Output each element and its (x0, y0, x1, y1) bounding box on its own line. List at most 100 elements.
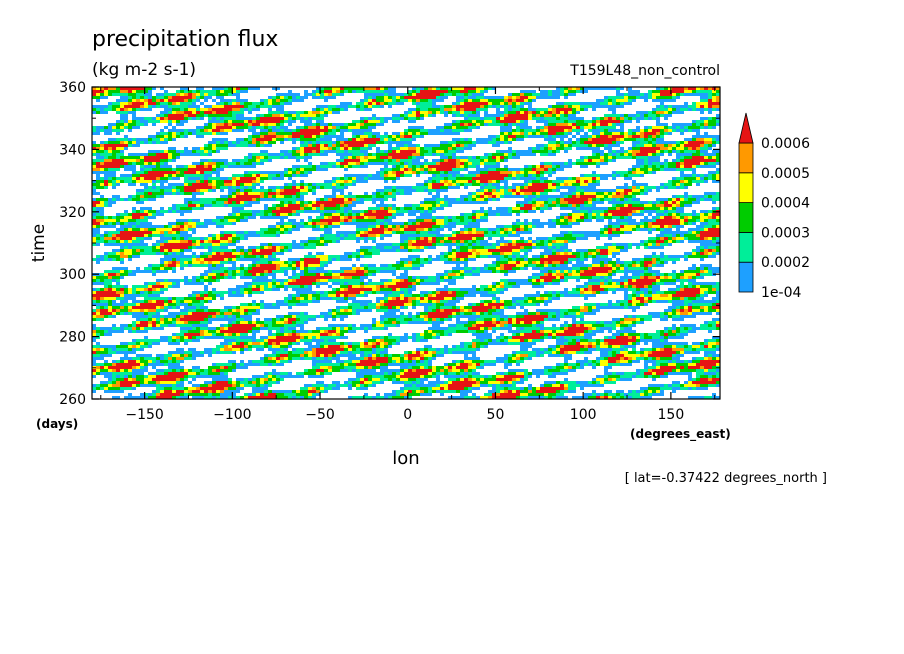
field-cell (648, 168, 652, 171)
field-cell (708, 144, 712, 147)
field-cell (324, 204, 328, 207)
field-cell (532, 132, 536, 135)
field-cell (588, 177, 592, 180)
field-cell (236, 186, 240, 189)
field-cell (152, 186, 156, 189)
field-cell (684, 144, 688, 147)
field-cell (388, 216, 392, 219)
field-cell (424, 147, 428, 150)
field-cell (612, 126, 616, 129)
field-cell (700, 165, 704, 168)
field-cell (364, 132, 368, 135)
field-cell (180, 117, 184, 120)
field-cell (568, 189, 572, 192)
field-cell (220, 168, 224, 171)
field-cell (260, 213, 264, 216)
field-cell (464, 102, 468, 105)
field-cell (388, 147, 392, 150)
field-cell (392, 189, 396, 192)
field-cell (584, 87, 588, 90)
field-cell (460, 165, 464, 168)
field-cell (480, 102, 484, 105)
field-cell (440, 108, 444, 111)
field-cell (180, 192, 184, 195)
field-cell (96, 162, 100, 165)
field-cell (136, 123, 140, 126)
field-cell (572, 144, 576, 147)
field-cell (652, 162, 656, 165)
field-cell (204, 174, 208, 177)
field-cell (476, 138, 480, 141)
field-cell (188, 90, 192, 93)
field-cell (712, 174, 716, 177)
field-cell (200, 117, 204, 120)
field-cell (444, 150, 448, 153)
field-cell (196, 165, 200, 168)
field-cell (188, 102, 192, 105)
field-cell (208, 174, 212, 177)
field-cell (188, 204, 192, 207)
field-cell (96, 132, 100, 135)
field-cell (668, 186, 672, 189)
field-cell (584, 123, 588, 126)
field-cell (392, 147, 396, 150)
field-cell (240, 195, 244, 198)
field-cell (264, 105, 268, 108)
field-cell (512, 123, 516, 126)
field-cell (148, 102, 152, 105)
field-cell (136, 216, 140, 219)
field-cell (492, 144, 496, 147)
field-cell (456, 198, 460, 201)
field-cell (128, 213, 132, 216)
field-cell (512, 150, 516, 153)
field-cell (160, 135, 164, 138)
field-cell (116, 129, 120, 132)
field-cell (576, 147, 580, 150)
field-cell (448, 144, 452, 147)
field-cell (264, 159, 268, 162)
field-cell (364, 177, 368, 180)
field-cell (152, 162, 156, 165)
field-cell (420, 135, 424, 138)
field-cell (132, 156, 136, 159)
field-cell (160, 117, 164, 120)
field-cell (148, 87, 152, 90)
field-cell (536, 201, 540, 204)
field-cell (596, 141, 600, 144)
field-cell (528, 183, 532, 186)
field-cell (700, 195, 704, 198)
field-cell (252, 192, 256, 195)
field-cell (552, 129, 556, 132)
field-cell (552, 153, 556, 156)
field-cell (220, 120, 224, 123)
field-cell (668, 165, 672, 168)
field-cell (388, 213, 392, 216)
field-cell (160, 159, 164, 162)
field-cell (584, 192, 588, 195)
field-cell (632, 138, 636, 141)
field-cell (464, 93, 468, 96)
field-cell (296, 189, 300, 192)
field-cell (296, 165, 300, 168)
field-cell (712, 180, 716, 183)
field-cell (584, 216, 588, 219)
field-cell (276, 153, 280, 156)
field-cell (236, 192, 240, 195)
field-cell (424, 93, 428, 96)
field-cell (608, 210, 612, 213)
field-cell (580, 198, 584, 201)
field-cell (280, 204, 284, 207)
field-cell (168, 159, 172, 162)
field-cell (408, 126, 412, 129)
field-cell (228, 111, 232, 114)
field-cell (424, 108, 428, 111)
field-cell (368, 105, 372, 108)
field-cell (156, 195, 160, 198)
field-cell (576, 183, 580, 186)
field-cell (216, 105, 220, 108)
field-cell (124, 159, 128, 162)
field-cell (520, 177, 524, 180)
field-cell (180, 165, 184, 168)
field-cell (408, 150, 412, 153)
field-cell (180, 105, 184, 108)
